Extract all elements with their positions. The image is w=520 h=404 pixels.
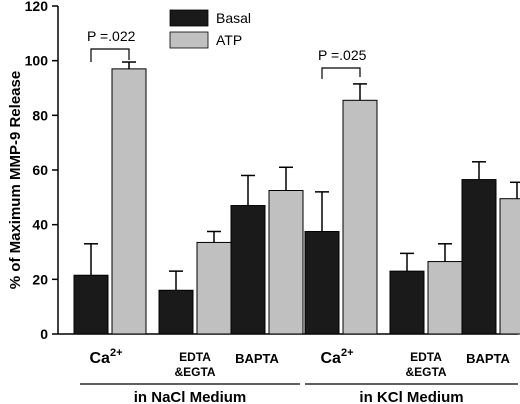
y-tick-label: 120 [25, 0, 49, 14]
bar-basal [304, 231, 340, 335]
significance-bracket [90, 48, 130, 62]
y-ticks: 0 20 40 60 80 100 120 [25, 0, 58, 342]
category-label: &EGTA [405, 365, 446, 379]
p-value-label: P =.025 [318, 47, 367, 63]
y-tick-label: 60 [32, 162, 48, 178]
group-labels: in NaCl Medium in KCl Medium [80, 383, 518, 404]
bar-basal [389, 270, 425, 335]
legend-swatch-basal [169, 9, 209, 27]
y-tick-label: 100 [25, 53, 49, 69]
category-label-superscript: 2+ [110, 347, 123, 359]
legend-swatch-atp [169, 31, 209, 49]
legend-label: ATP [216, 32, 242, 48]
category-label: &EGTA [174, 365, 215, 379]
group-label: in NaCl Medium [134, 389, 247, 404]
category-label: EDTA [179, 350, 211, 364]
bars [73, 68, 520, 335]
bar-atp [268, 190, 304, 335]
bar-basal [73, 274, 109, 335]
error-bars [84, 61, 520, 291]
category-label: BAPTA [466, 351, 510, 366]
bar-atp [196, 241, 232, 335]
y-axis-label: % of Maximum MMP-9 Release [7, 71, 24, 289]
significance-bracket [321, 67, 361, 79]
category-label-superscript: 2+ [341, 347, 354, 359]
legend: Basal ATP [169, 9, 251, 49]
category-label-main: Ca [321, 350, 342, 367]
y-tick-label: 40 [32, 217, 48, 233]
bar-atp [499, 198, 520, 335]
y-tick-label: 0 [40, 326, 48, 342]
bar-basal [230, 205, 266, 335]
group-label: in KCl Medium [359, 389, 463, 404]
significance-annotations: P =.022 P =.025 [87, 28, 367, 79]
category-label: Ca2+ [321, 347, 354, 367]
bar-basal [158, 289, 194, 335]
bar-atp [342, 99, 378, 335]
bar-atp [427, 261, 463, 335]
legend-label: Basal [216, 10, 251, 26]
y-tick-label: 20 [32, 271, 48, 287]
category-label: BAPTA [235, 351, 279, 366]
category-label: Ca2+ [90, 347, 123, 367]
category-label-main: Ca [90, 350, 111, 367]
bar-atp [111, 68, 147, 335]
category-label: EDTA [410, 350, 442, 364]
bar-basal [461, 179, 497, 335]
y-tick-label: 80 [32, 107, 48, 123]
p-value-label: P =.022 [87, 28, 136, 44]
